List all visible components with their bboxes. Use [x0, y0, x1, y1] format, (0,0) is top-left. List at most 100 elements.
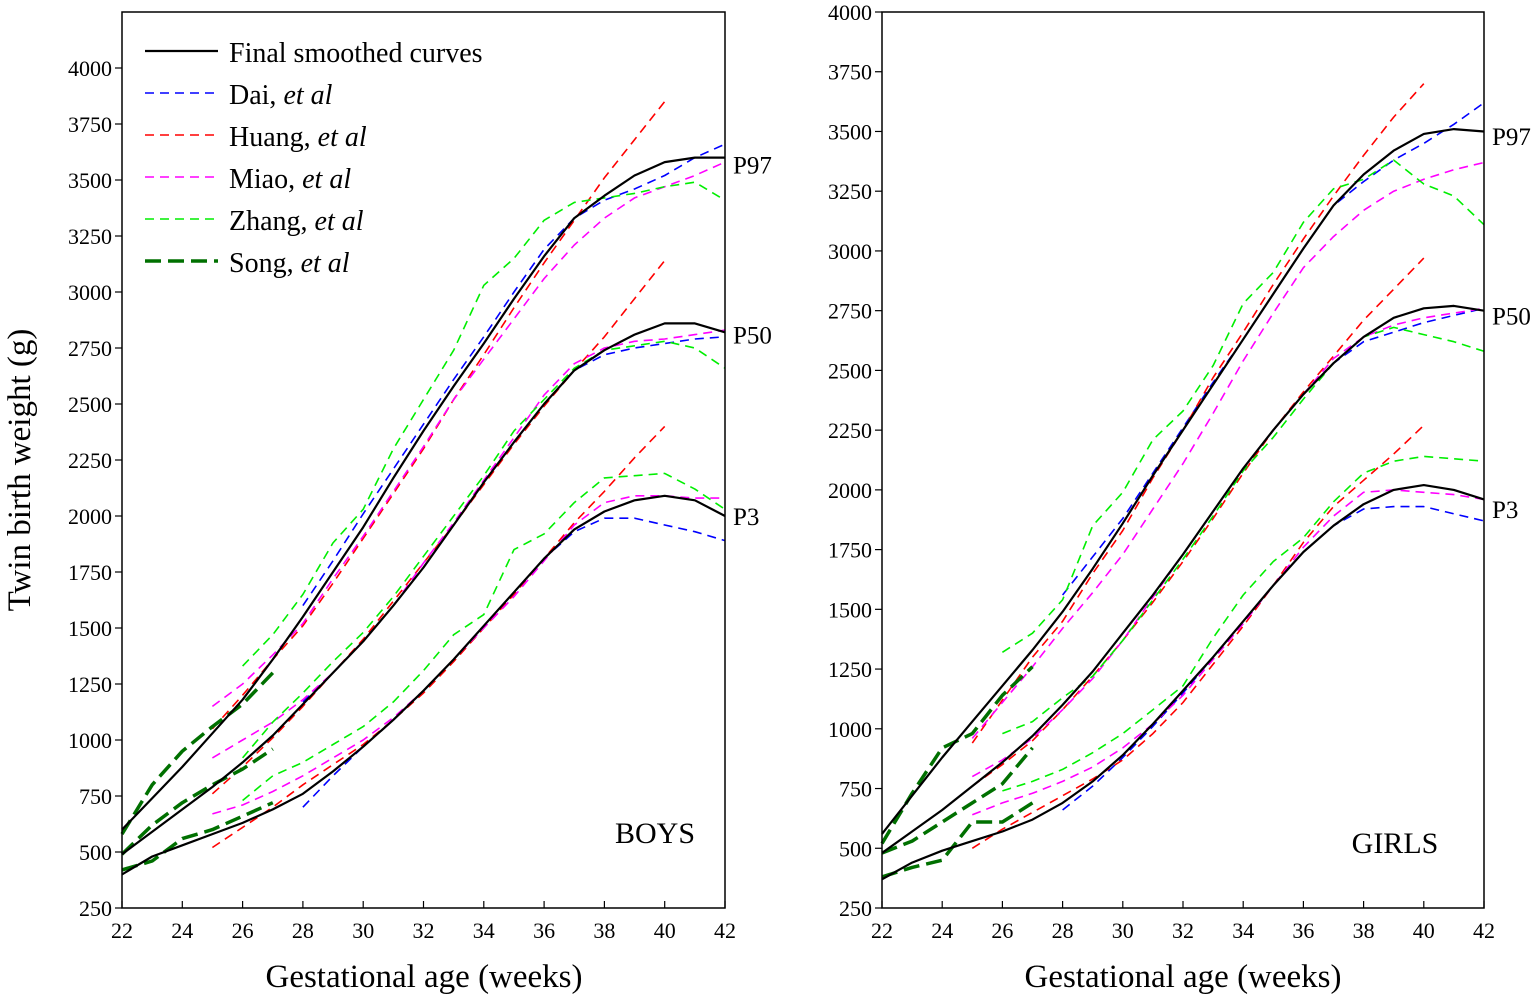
boys-series-huang-p97: [211, 101, 666, 730]
girls-y-tick-label: 500: [839, 836, 872, 861]
girls-x-tick-label: 28: [1052, 918, 1074, 943]
girls-y-tick-label: 4000: [828, 0, 872, 25]
boys-y-tick-label: 3250: [68, 224, 112, 249]
boys-percentile-label-p3: P3: [733, 504, 759, 531]
boys-percentile-labels: P97 P50 P3: [733, 152, 772, 531]
boys-y-tick-label: 750: [79, 784, 112, 809]
girls-series-zhang-p3: [1002, 455, 1485, 792]
boys-x-tick-label: 28: [292, 918, 314, 943]
girls-percentile-label-p3: P3: [1492, 497, 1518, 524]
girls-y-tick-label: 3500: [828, 119, 872, 144]
girls-x-tick-label: 38: [1353, 918, 1375, 943]
legend-label-song: Song, et al: [229, 248, 350, 279]
girls-x-tick-label: 40: [1413, 918, 1435, 943]
legend-label-zhang: Zhang, et al: [229, 206, 364, 237]
girls-axis-ticks: 22 24 26 28 30 32 34 36 38 40 42 250 500 750 1000 1250 1…: [828, 0, 1495, 943]
boys-plot-frame: [121, 11, 726, 909]
boys-series-miao-p3: [212, 494, 725, 815]
boys-y-tick-label: 4000: [68, 56, 112, 81]
girls-series-lines: [880, 83, 1485, 881]
boys-series-dai-p97: [302, 143, 726, 607]
girls-series-final-p97: [881, 128, 1485, 835]
boys-y-tick-label: 1000: [68, 728, 112, 753]
boys-y-tick-label: 1750: [68, 560, 112, 585]
girls-series-dai-p3: [1062, 505, 1485, 811]
girls-panel-label: GIRLS: [1352, 827, 1439, 860]
girls-x-tick-label: 30: [1112, 918, 1134, 943]
legend-item-final: Final smoothed curves: [145, 38, 483, 69]
boys-y-tick-label: 1250: [68, 672, 112, 697]
boys-x-tick-label: 42: [714, 918, 736, 943]
boys-series-dai-p3: [302, 517, 726, 808]
girls-series-miao-p3: [972, 489, 1485, 816]
legend-label-dai: Dai, et al: [229, 80, 333, 111]
boys-x-axis-title: Gestational age (weeks): [265, 959, 582, 995]
boys-series-zhang-p97: [242, 181, 726, 667]
legend-item-zhang: Zhang, et al: [145, 206, 364, 237]
boys-x-tick-label: 40: [654, 918, 676, 943]
boys-series-final-p50: [121, 322, 726, 856]
girls-percentile-labels: P97 P50 P3: [1492, 124, 1531, 524]
boys-series-zhang-p50: [241, 340, 726, 759]
y-axis-title: Twin birth weight (g): [2, 329, 38, 612]
girls-percentile-label-p50: P50: [1492, 303, 1531, 330]
legend-label-huang: Huang, et al: [229, 122, 367, 153]
girls-y-tick-label: 2000: [828, 478, 872, 503]
girls-series-zhang-p50: [1002, 326, 1485, 735]
boys-y-tick-label: 500: [79, 840, 112, 865]
legend-item-song: Song, et al: [145, 248, 350, 279]
boys-axis-ticks: 22 24 26 28 30 32 34 36 38 40 42 250 500 750 1000 1250 1…: [68, 56, 736, 943]
boys-x-tick-label: 34: [473, 918, 495, 943]
boys-series-zhang-p3: [242, 472, 726, 802]
boys-y-tick-label: 2750: [68, 336, 112, 361]
legend: Final smoothed curves Dai, et al Huang, et…: [145, 38, 483, 279]
boys-series-huang-p3: [211, 425, 666, 849]
boys-y-tick-label: 250: [79, 896, 112, 921]
girls-y-tick-label: 250: [839, 896, 872, 921]
boys-series-lines: [120, 101, 726, 876]
girls-y-tick-label: 1250: [828, 657, 872, 682]
boys-x-tick-label: 24: [171, 918, 193, 943]
girls-x-tick-label: 26: [991, 918, 1013, 943]
boys-x-tick-label: 32: [413, 918, 435, 943]
boys-series-final-p97: [121, 156, 725, 831]
legend-item-dai: Dai, et al: [145, 80, 333, 111]
girls-x-tick-label: 42: [1473, 918, 1495, 943]
girls-x-tick-label: 22: [871, 918, 893, 943]
girls-series-huang-p3: [971, 424, 1425, 849]
girls-y-tick-label: 1750: [828, 538, 872, 563]
girls-series-miao-p97: [971, 161, 1485, 739]
girls-panel: 22 24 26 28 30 32 34 36 38 40 42 250 500 750 1000 1250 1…: [828, 0, 1531, 995]
girls-y-tick-label: 2750: [828, 299, 872, 324]
girls-percentile-label-p97: P97: [1492, 124, 1531, 151]
boys-series-miao-p50: [211, 329, 726, 759]
girls-series-final-p3: [881, 484, 1485, 881]
boys-panel: 22 24 26 28 30 32 34 36 38 40 42 250 500 750 1000 1250 1…: [68, 11, 772, 995]
legend-label-final: Final smoothed curves: [229, 38, 483, 69]
legend-label-miao: Miao, et al: [229, 164, 351, 195]
boys-y-tick-label: 1500: [68, 616, 112, 641]
girls-series-huang-p97: [971, 83, 1425, 744]
boys-x-tick-label: 38: [593, 918, 615, 943]
girls-series-song-p50: [881, 746, 1034, 855]
girls-series-miao-p50: [971, 307, 1485, 778]
girls-y-tick-label: 2250: [828, 418, 872, 443]
boys-percentile-label-p50: P50: [733, 323, 772, 350]
girls-series-song-p3: [881, 801, 1034, 879]
girls-y-tick-label: 750: [839, 777, 872, 802]
boys-percentile-label-p97: P97: [733, 152, 772, 179]
boys-series-huang-p50: [211, 260, 666, 795]
girls-x-tick-label: 34: [1232, 918, 1254, 943]
girls-y-tick-label: 1000: [828, 717, 872, 742]
girls-y-tick-label: 3750: [828, 60, 872, 85]
boys-y-tick-label: 3500: [68, 168, 112, 193]
boys-panel-label: BOYS: [615, 817, 695, 850]
boys-y-tick-label: 2250: [68, 448, 112, 473]
boys-series-final-p3: [121, 494, 726, 876]
boys-series-song-p50: [120, 747, 274, 856]
boys-series-song-p3: [121, 801, 274, 872]
girls-x-tick-label: 32: [1172, 918, 1194, 943]
girls-x-tick-label: 36: [1292, 918, 1314, 943]
girls-y-tick-label: 2500: [828, 358, 872, 383]
